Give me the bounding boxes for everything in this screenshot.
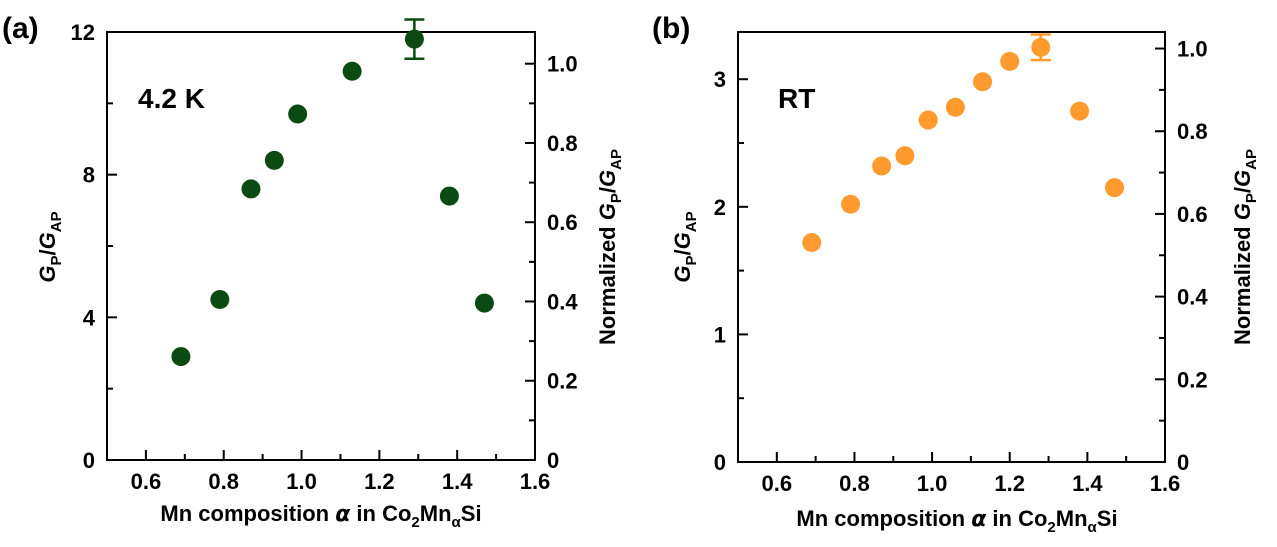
data-point — [945, 97, 965, 117]
x-axis-label-b: Mn composition α in Co2MnαSi — [796, 506, 1117, 536]
x-tick-label: 0.6 — [762, 471, 793, 496]
x-axis-label-a: Mn composition α in Co2MnαSi — [160, 501, 481, 531]
y-tick-label: 12 — [71, 20, 95, 45]
data-point — [802, 233, 822, 253]
ticks-b — [737, 47, 1166, 463]
data-point — [241, 179, 261, 199]
y-right-tick-label: 0.2 — [1177, 367, 1208, 392]
data-point — [895, 146, 915, 166]
y-right-tick-label: 1.0 — [547, 52, 578, 77]
data-point — [1070, 101, 1090, 121]
panel-a: (a) 0.6 0.8 1.0 1.2 1.4 1.60481200.20.40.60.8… — [2, 12, 625, 531]
x-tick-label: 1.6 — [520, 469, 551, 494]
x-tick-label: 1.0 — [286, 469, 317, 494]
data-point — [171, 347, 191, 367]
data-points-a — [171, 29, 494, 367]
data-point — [841, 194, 861, 214]
data-point — [1031, 37, 1051, 57]
plot-frame-b — [737, 31, 1166, 463]
y-right-tick-label: 0 — [1177, 450, 1189, 475]
annotation-a: 4.2 K — [138, 83, 205, 114]
panel-label-b: (b) — [652, 12, 690, 45]
y-axis-label-left-b: GP/GAP — [670, 211, 700, 282]
data-point — [342, 61, 362, 81]
y-right-tick-label: 0.6 — [547, 210, 578, 235]
x-tick-label: 1.2 — [994, 471, 1025, 496]
x-tick-label: 0.8 — [839, 471, 870, 496]
data-point — [210, 290, 230, 309]
data-points-b — [802, 37, 1125, 253]
data-point — [288, 104, 308, 124]
y-right-tick-label: 0.8 — [1177, 119, 1208, 144]
y-tick-label: 4 — [83, 305, 96, 330]
annotation-b: RT — [778, 83, 815, 114]
data-point — [973, 72, 993, 92]
ticks-a — [106, 31, 536, 461]
data-point — [1000, 51, 1020, 71]
y-right-tick-label: 0 — [547, 448, 559, 473]
y-tick-label: 1 — [714, 322, 726, 347]
y-tick-label: 0 — [83, 448, 95, 473]
data-point — [1105, 178, 1125, 198]
x-tick-label: 1.2 — [364, 469, 395, 494]
x-tick-label: 1.4 — [442, 469, 473, 494]
y-axis-label-right-a: Normalized GP/GAP — [595, 149, 625, 345]
data-point — [872, 156, 892, 176]
y-right-tick-label: 1.0 — [1177, 37, 1208, 62]
data-point — [264, 150, 284, 170]
y-right-tick-label: 0.4 — [547, 289, 578, 314]
y-axis-label-right-b: Normalized GP/GAP — [1230, 149, 1260, 345]
x-tick-label: 1.4 — [1072, 471, 1103, 496]
y-tick-label: 8 — [83, 163, 95, 188]
y-axis-label-left-a: GP/GAP — [35, 211, 65, 282]
x-tick-label: 0.8 — [208, 469, 239, 494]
y-tick-label: 0 — [714, 450, 726, 475]
y-right-tick-label: 0.2 — [547, 369, 578, 394]
data-point — [404, 29, 424, 49]
x-tick-label: 0.6 — [131, 469, 162, 494]
x-tick-label: 1.6 — [1150, 471, 1181, 496]
x-tick-label: 1.0 — [917, 471, 948, 496]
y-right-tick-label: 0.4 — [1177, 285, 1208, 310]
y-tick-label: 2 — [714, 195, 726, 220]
data-point — [439, 186, 459, 206]
data-point — [474, 293, 494, 313]
panel-b: (b) 0.6 0.8 1.0 1.2 1.4 1.6012300.20.40.60.81… — [652, 12, 1260, 536]
y-right-tick-label: 0.6 — [1177, 202, 1208, 227]
panel-label-a: (a) — [2, 12, 39, 45]
y-tick-label: 3 — [714, 67, 726, 92]
data-point — [918, 110, 938, 130]
y-right-tick-label: 0.8 — [547, 131, 578, 156]
